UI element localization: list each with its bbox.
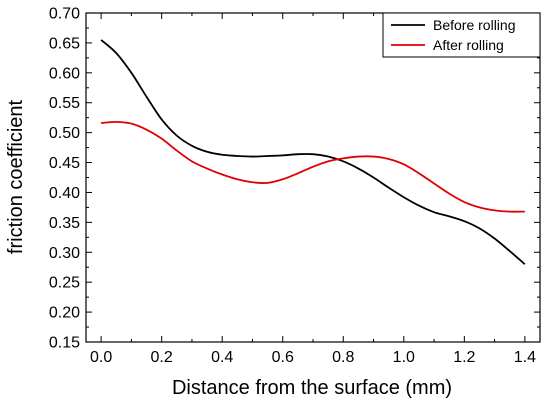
x-tick-label: 0.4 [211,349,233,366]
y-tick-label: 0.50 [49,125,80,142]
x-tick-label: 1.2 [453,349,475,366]
series-line-before-rolling [100,39,526,265]
x-tick-label: 0.0 [90,349,112,366]
x-tick-label: 1.4 [514,349,536,366]
y-axis-title: friction coefficient [5,99,27,254]
y-tick-label: 0.70 [49,6,80,23]
plot-frame [85,12,541,343]
y-tick-label: 0.45 [49,155,80,172]
y-tick-label: 0.30 [49,245,80,262]
legend-label: Before rolling [433,17,516,33]
y-tick-label: 0.25 [49,275,80,292]
y-tick-label: 0.55 [49,95,80,112]
y-tick-label: 0.15 [49,335,80,352]
series-line-after-rolling [101,120,525,213]
legend-label: After rolling [433,37,504,53]
x-tick-label: 0.8 [332,349,354,366]
x-axis-title: Distance from the surface (mm) [172,377,452,399]
y-tick-label: 0.65 [49,35,80,52]
y-tick-label: 0.35 [49,215,80,232]
x-tick-label: 0.2 [151,349,173,366]
legend-box [382,12,541,58]
x-tick-label: 1.0 [393,349,415,366]
y-tick-label: 0.20 [49,305,80,322]
x-tick-label: 0.6 [272,349,294,366]
y-tick-label: 0.40 [49,185,80,202]
y-tick-label: 0.60 [49,65,80,82]
